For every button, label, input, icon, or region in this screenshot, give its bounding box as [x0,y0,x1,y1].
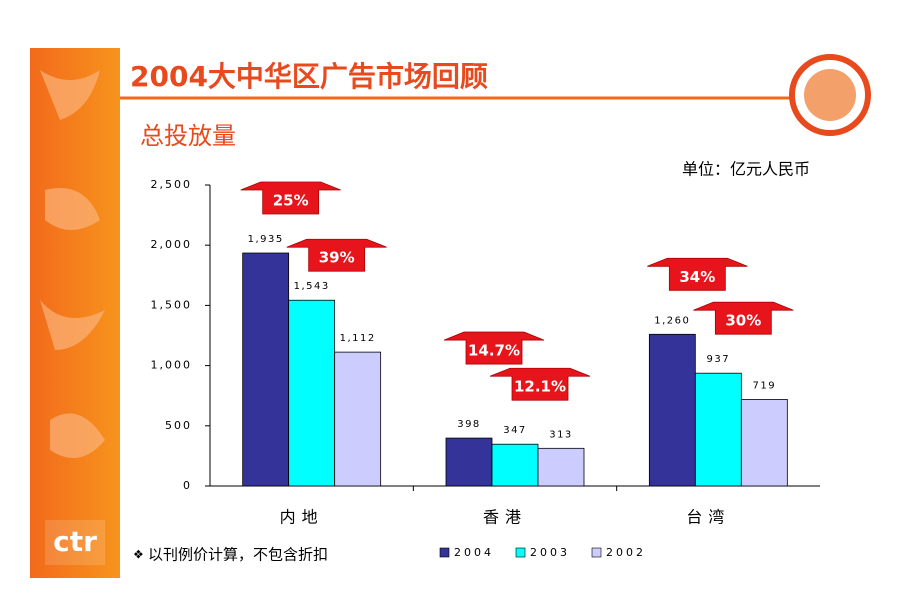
x-tick-label: 台湾 [686,508,730,527]
title: 2004大中华区广告市场回顾 [130,60,488,93]
legend-label: 2002 [606,546,646,559]
value-label: 719 [753,380,777,391]
footnote: 以刊例价计算，不包含折扣 [148,546,328,564]
value-label: 313 [549,429,573,440]
decor-pattern [40,70,105,458]
y-tick-label: 1,000 [151,359,193,372]
bar [740,399,788,487]
value-label: 1,112 [340,333,376,344]
bar [445,437,493,487]
growth-arrow [240,181,341,215]
bar [288,299,336,487]
y-tick-label: 500 [165,419,192,432]
growth-arrow [489,367,591,401]
y-tick-label: 0 [183,479,192,492]
y-tick-label: 2,000 [151,238,193,251]
emblem [789,54,871,136]
y-tick-label: 1,500 [151,298,193,311]
x-tick-label: 香港 [483,508,527,527]
value-label: 1,935 [248,234,284,245]
growth-label: 25% [273,192,309,210]
value-label: 937 [707,354,731,365]
value-label: 1,260 [654,315,690,326]
bar [242,252,290,487]
logo: ctr [53,525,97,558]
subtitle: 总投放量 [140,122,236,150]
x-tick-label: 内地 [280,508,324,527]
bar [491,443,539,487]
legend-label: 2003 [530,546,570,559]
growth-arrow [286,238,387,272]
value-label: 1,543 [294,281,330,292]
bar [334,351,382,487]
logo-box [45,520,105,565]
growth-arrow [693,301,794,335]
legend-swatch [591,547,602,558]
bar [694,372,742,487]
decor-band [30,48,120,578]
emblem-inner [804,69,856,121]
bar [648,333,696,487]
bullet: ❖ [133,548,144,562]
value-label: 398 [457,419,481,430]
value-label: 347 [503,425,527,436]
growth-label: 12.1% [514,378,566,396]
growth-arrow [443,331,545,365]
legend-swatch [515,547,526,558]
growth-label: 34% [679,268,715,286]
growth-label: 39% [319,249,355,267]
unit-label: 单位：亿元人民币 [682,160,810,179]
growth-label: 30% [725,312,761,330]
growth-arrow [647,257,748,291]
y-tick-label: 2,500 [151,178,193,191]
bar [537,447,585,487]
growth-label: 14.7% [468,342,520,360]
legend-label: 2004 [454,546,494,559]
legend-swatch [439,547,450,558]
